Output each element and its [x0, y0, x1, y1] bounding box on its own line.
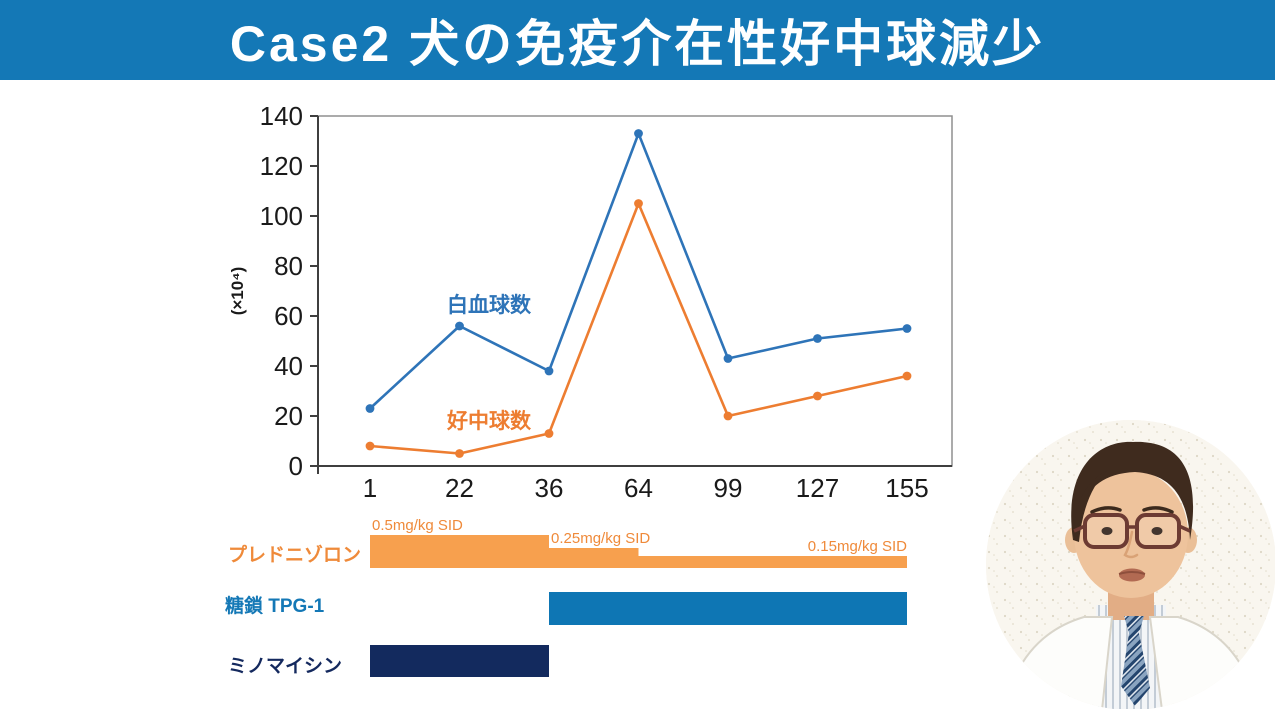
timeline-bar-segment [549, 548, 639, 568]
timeline-row-label: プレドニゾロン [228, 543, 361, 566]
series-point [544, 429, 554, 438]
x-tick-label: 155 [885, 473, 928, 503]
timeline-bar-segment [549, 592, 907, 625]
glasses-temples [1073, 524, 1191, 533]
glasses-lens-left [1083, 513, 1129, 549]
y-tick-label: 80 [274, 251, 303, 281]
portrait-eye-right [1151, 527, 1163, 535]
timeline-bar-segment [370, 645, 549, 677]
y-tick-label: 40 [274, 351, 303, 381]
series-point [902, 371, 912, 381]
series-point [455, 449, 464, 458]
portrait-eyebrow-right [1142, 506, 1174, 514]
series-point [723, 354, 733, 363]
y-axis-title: (×10⁴) [228, 267, 247, 316]
series-label-0: 白血球数 [447, 293, 532, 317]
dose-label: 0.25mg/kg SID [551, 530, 650, 547]
series-line-0 [368, 132, 909, 410]
portrait-eye-left [1101, 527, 1113, 535]
series-point [634, 129, 643, 138]
portrait-tie [1121, 633, 1150, 706]
timeline-row-label: 糖鎖 TPG-1 [225, 594, 325, 617]
series-point [902, 324, 912, 333]
x-tick-label: 1 [363, 473, 377, 503]
portrait-hair [1071, 441, 1194, 540]
slide-title: Case2 犬の免疫介在性好中球減少 [229, 16, 1046, 72]
chart-series [365, 129, 912, 458]
x-tick-label: 99 [714, 473, 743, 503]
portrait-nose [1123, 530, 1139, 559]
timeline-row-label: ミノマイシン [228, 656, 342, 677]
y-tick-label: 60 [274, 301, 303, 331]
x-tick-label: 36 [535, 473, 564, 503]
chart-axes: 0 20 40 60 80 100 120 140 1 22 36 64 99 127 155 (×10⁴) [228, 101, 953, 503]
presenter-photo [986, 420, 1275, 709]
portrait-lip-line [1118, 571, 1146, 575]
series-point [544, 366, 554, 376]
series-point [634, 199, 643, 208]
series-point [365, 441, 375, 451]
x-tick-label: 127 [796, 473, 839, 503]
glasses-lens-right [1135, 513, 1181, 549]
series-point [723, 411, 733, 421]
portrait-eyebrow-left [1090, 506, 1122, 514]
dose-label: 0.5mg/kg SID [372, 517, 463, 534]
series-point [813, 334, 822, 343]
y-tick-label: 0 [289, 451, 303, 481]
portrait-tie-knot [1124, 616, 1144, 633]
dose-label: 0.15mg/kg SID [808, 538, 907, 555]
y-tick-label: 20 [274, 401, 303, 431]
slide-title-bar: Case2 犬の免疫介在性好中球減少 [0, 0, 1275, 80]
x-tick-label: 22 [445, 473, 474, 503]
treatment-timeline: プレドニゾロン 0.5mg/kg SID 0.25mg/kg SID 0.15mg/k… [225, 517, 907, 677]
x-tick-label: 64 [624, 473, 653, 503]
timeline-bar-segment [370, 535, 549, 568]
series-point [813, 391, 822, 401]
y-tick-label: 140 [260, 101, 303, 131]
series-point [365, 404, 375, 413]
portrait-hair-fringe [1073, 470, 1108, 542]
timeline-bar-segment [638, 556, 907, 568]
y-tick-label: 100 [260, 201, 303, 231]
portrait-mouth [1119, 568, 1145, 582]
plot-border [317, 115, 953, 467]
series-point [455, 321, 464, 331]
series-label-1: 好中球数 [446, 409, 532, 433]
y-tick-label: 120 [260, 151, 303, 181]
presenter-portrait [986, 420, 1275, 709]
